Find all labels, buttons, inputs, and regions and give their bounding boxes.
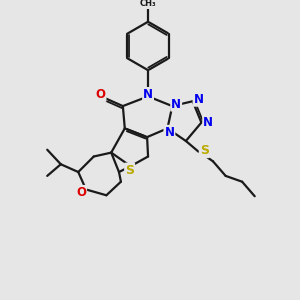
Text: N: N: [203, 116, 213, 129]
Text: N: N: [171, 98, 181, 111]
Text: N: N: [164, 126, 174, 139]
Text: S: S: [125, 164, 134, 177]
Text: CH₃: CH₃: [140, 0, 156, 8]
Text: N: N: [194, 93, 203, 106]
Text: N: N: [143, 88, 153, 101]
Text: O: O: [96, 88, 106, 101]
Text: S: S: [200, 144, 209, 157]
Text: O: O: [76, 186, 86, 199]
